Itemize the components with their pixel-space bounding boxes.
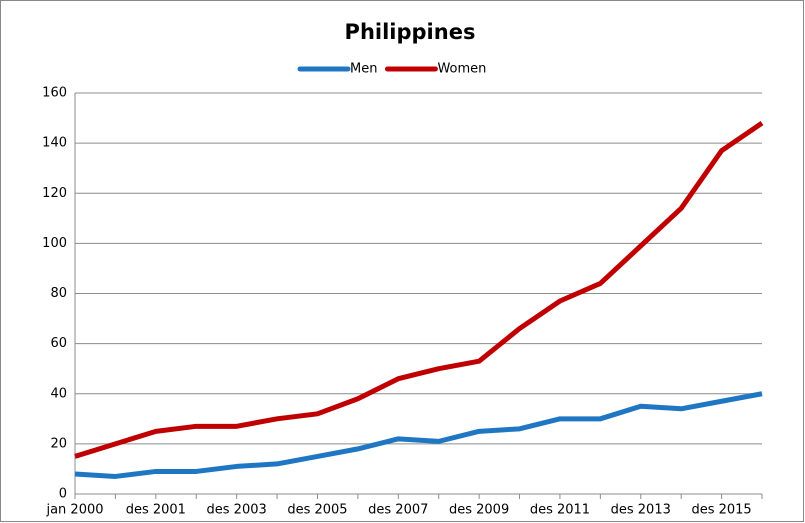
y-tick-label: 40 [50, 386, 67, 401]
x-tick-label: des 2009 [449, 503, 509, 518]
y-tick-label: 80 [50, 286, 67, 301]
line-series [74, 121, 764, 459]
y-tick-label: 160 [42, 86, 67, 101]
y-tick-label: 0 [59, 487, 67, 502]
x-tick-label: des 2001 [126, 503, 186, 518]
y-tick-label: 120 [42, 186, 67, 201]
x-tick-label: des 2013 [611, 503, 671, 518]
y-tick-label: 20 [50, 436, 67, 451]
y-tick-label: 100 [42, 236, 67, 251]
x-tick-label: des 2003 [207, 503, 267, 518]
line-series [74, 391, 763, 479]
x-tick-label: des 2005 [287, 503, 347, 518]
legend-label: Women [437, 62, 486, 77]
x-tick-label: jan 2000 [45, 503, 103, 518]
y-tick-label: 60 [50, 336, 67, 351]
legend-label: Men [350, 62, 377, 77]
y-tick-label: 140 [42, 136, 67, 151]
x-tick-label: des 2011 [530, 503, 590, 518]
x-tick-label: des 2015 [691, 503, 751, 518]
x-tick-label: des 2007 [368, 503, 428, 518]
chart-title: Philippines [345, 20, 476, 44]
